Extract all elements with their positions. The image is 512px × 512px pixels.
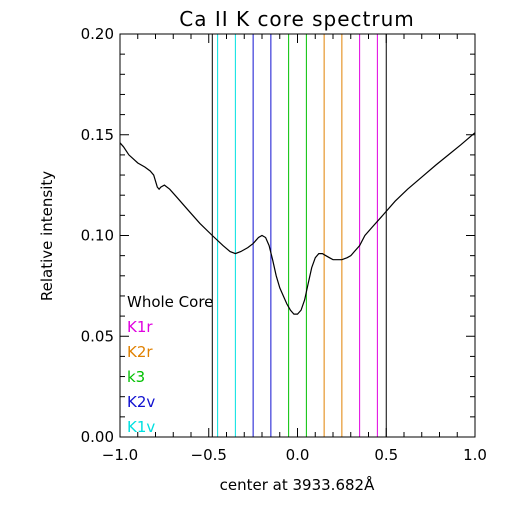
x-axis-label: center at 3933.682Å xyxy=(220,475,375,494)
chart-title: Ca II K core spectrum xyxy=(179,7,415,31)
y-axis-label: Relative intensity xyxy=(38,171,56,301)
legend: Whole Core K1r K2r k3 K2v K1v xyxy=(127,293,213,436)
legend-item-4: K2v xyxy=(127,393,155,411)
legend-item-3: k3 xyxy=(127,368,145,386)
y-tick-label: 0.15 xyxy=(81,126,114,144)
series-line-0 xyxy=(119,132,476,315)
x-tick-label: 0.5 xyxy=(374,446,398,464)
legend-item-1: K1r xyxy=(127,318,153,336)
x-tick-label: 0.0 xyxy=(286,446,310,464)
x-tick-label: −0.5 xyxy=(191,446,227,464)
y-tick-label: 0.00 xyxy=(81,428,114,446)
ticks: −1.0 −0.5 0.0 0.5 1.0 0.00 0.05 0.10 0.15 0.20 xyxy=(81,25,487,464)
y-tick-label: 0.05 xyxy=(81,327,114,345)
legend-item-2: K2r xyxy=(127,343,153,361)
plot-frame xyxy=(119,33,476,438)
y-tick-label: 0.20 xyxy=(81,25,114,43)
legend-item-0: Whole Core xyxy=(127,293,213,311)
legend-item-5: K1v xyxy=(127,418,155,436)
vertical-lines xyxy=(211,34,387,437)
x-tick-label: 1.0 xyxy=(463,446,487,464)
series-group xyxy=(119,132,476,315)
y-tick-label: 0.10 xyxy=(81,227,114,245)
x-tick-label: −1.0 xyxy=(102,446,138,464)
